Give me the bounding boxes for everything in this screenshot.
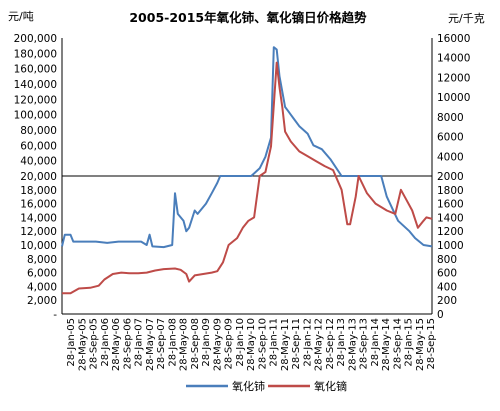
series-line-cerium — [61, 46, 433, 249]
x-tick-label: 28-Sep-06 — [122, 318, 133, 370]
series-line-dysprosium — [62, 61, 433, 295]
left-tick-label: 40,000 — [20, 156, 57, 168]
x-tick-label: 28-Jan-12 — [302, 318, 313, 367]
right-tick-label: 1000 — [437, 240, 464, 252]
x-tick-label: 28-Sep-15 — [426, 318, 437, 370]
x-tick-label: 28-May-09 — [212, 318, 223, 371]
x-tick-label: 28-Jan-09 — [201, 318, 212, 367]
right-tick-label: 1800 — [437, 185, 464, 197]
left-tick-label: 100,000 — [14, 110, 57, 122]
right-tick-label: 10000 — [437, 92, 470, 104]
right-axis-unit: 元/千克 — [448, 12, 485, 25]
x-tick-label: 28-Jan-10 — [235, 318, 246, 367]
left-tick-label: 140,000 — [14, 79, 57, 91]
left-tick-label: 18,000 — [20, 185, 57, 197]
right-tick-label: 8000 — [437, 112, 464, 124]
x-tick-label: 28-Sep-10 — [257, 318, 268, 370]
x-tick-label: 28-Sep-07 — [156, 318, 167, 370]
right-tick-label: 400 — [437, 281, 457, 293]
right-tick-label: 4000 — [437, 151, 464, 163]
legend: 氧化铈 氧化镝 — [186, 379, 347, 393]
left-tick-label: 10,000 — [20, 240, 57, 252]
x-tick-label: 28-Sep-08 — [190, 318, 201, 370]
right-tick-label: 14000 — [437, 53, 470, 65]
x-tick-label: 28-May-13 — [347, 318, 358, 371]
left-tick-label: 6,000 — [27, 268, 57, 280]
x-tick-label: 28-Jan-14 — [370, 318, 381, 367]
x-tick-label: 28-May-14 — [381, 318, 392, 371]
x-tick-label: 28-Jan-11 — [269, 318, 280, 367]
right-tick-label: 1600 — [437, 199, 464, 211]
left-tick-label: 20,000 — [20, 171, 57, 183]
right-tick-label: 1400 — [437, 212, 464, 224]
left-tick-label: 160,000 — [14, 64, 57, 76]
x-tick-label: 28-Sep-13 — [359, 318, 370, 370]
left-axis-unit: 元/吨 — [8, 10, 34, 23]
left-tick-label: 60,000 — [20, 140, 57, 152]
left-tick-label: 12,000 — [20, 226, 57, 238]
right-tick-label: 1200 — [437, 226, 464, 238]
right-tick-label: 16000 — [437, 33, 470, 45]
x-tick-label: 28-Sep-11 — [291, 318, 302, 370]
x-tick-label: 28-Jan-08 — [167, 318, 178, 367]
left-tick-label: 14,000 — [20, 212, 57, 224]
left-tick-label: 4,000 — [27, 281, 57, 293]
right-tick-label: 12000 — [437, 72, 470, 84]
x-tick-label: 28-May-06 — [111, 318, 122, 371]
left-tick-label: 80,000 — [20, 125, 57, 137]
x-tick-label: 28-Jan-06 — [100, 318, 111, 367]
legend-label-dysprosium: 氧化镝 — [314, 379, 347, 393]
x-tick-label: 28-Jan-13 — [336, 318, 347, 367]
left-tick-label: 8,000 — [27, 254, 57, 266]
left-tick-label: 180,000 — [14, 48, 57, 60]
x-tick-label: 28-May-05 — [77, 318, 88, 371]
right-tick-label: 600 — [437, 268, 457, 280]
x-tick-label: 28-Jan-07 — [134, 318, 145, 367]
x-tick-label: 28-Jan-15 — [404, 318, 415, 367]
x-tick-label: 28-Sep-12 — [325, 318, 336, 370]
left-tick-label: 2,000 — [27, 295, 57, 307]
right-tick-label: 0 — [437, 309, 444, 321]
x-tick-label: 28-Sep-05 — [89, 318, 100, 370]
x-tick-label: 28-May-07 — [145, 318, 156, 371]
x-tick-label: 28-May-12 — [314, 318, 325, 371]
right-tick-label: 6000 — [437, 132, 464, 144]
left-tick-label: 120,000 — [14, 94, 57, 106]
left-tick-label: 200,000 — [14, 33, 57, 45]
x-tick-label: 28-May-15 — [415, 318, 426, 371]
right-tick-label: 2000 — [437, 171, 464, 183]
x-tick-label: 28-May-11 — [280, 318, 291, 371]
right-tick-label: 800 — [437, 254, 457, 266]
x-tick-label: 28-May-08 — [179, 318, 190, 371]
plot-area: -2,0004,0006,0008,00010,00012,00014,0001… — [14, 33, 471, 371]
chart-title: 2005-2015年氧化铈、氧化镝日价格趋势 — [129, 10, 367, 25]
left-tick-label: - — [53, 309, 57, 321]
x-tick-label: 28-May-10 — [246, 318, 257, 371]
x-tick-label: 28-Sep-14 — [392, 318, 403, 370]
right-tick-label: 200 — [437, 295, 457, 307]
left-tick-label: 16,000 — [20, 199, 57, 211]
legend-label-cerium: 氧化铈 — [232, 379, 265, 393]
x-tick-label: 28-Sep-09 — [224, 318, 235, 370]
x-tick-label: 28-Jan-05 — [66, 318, 77, 367]
